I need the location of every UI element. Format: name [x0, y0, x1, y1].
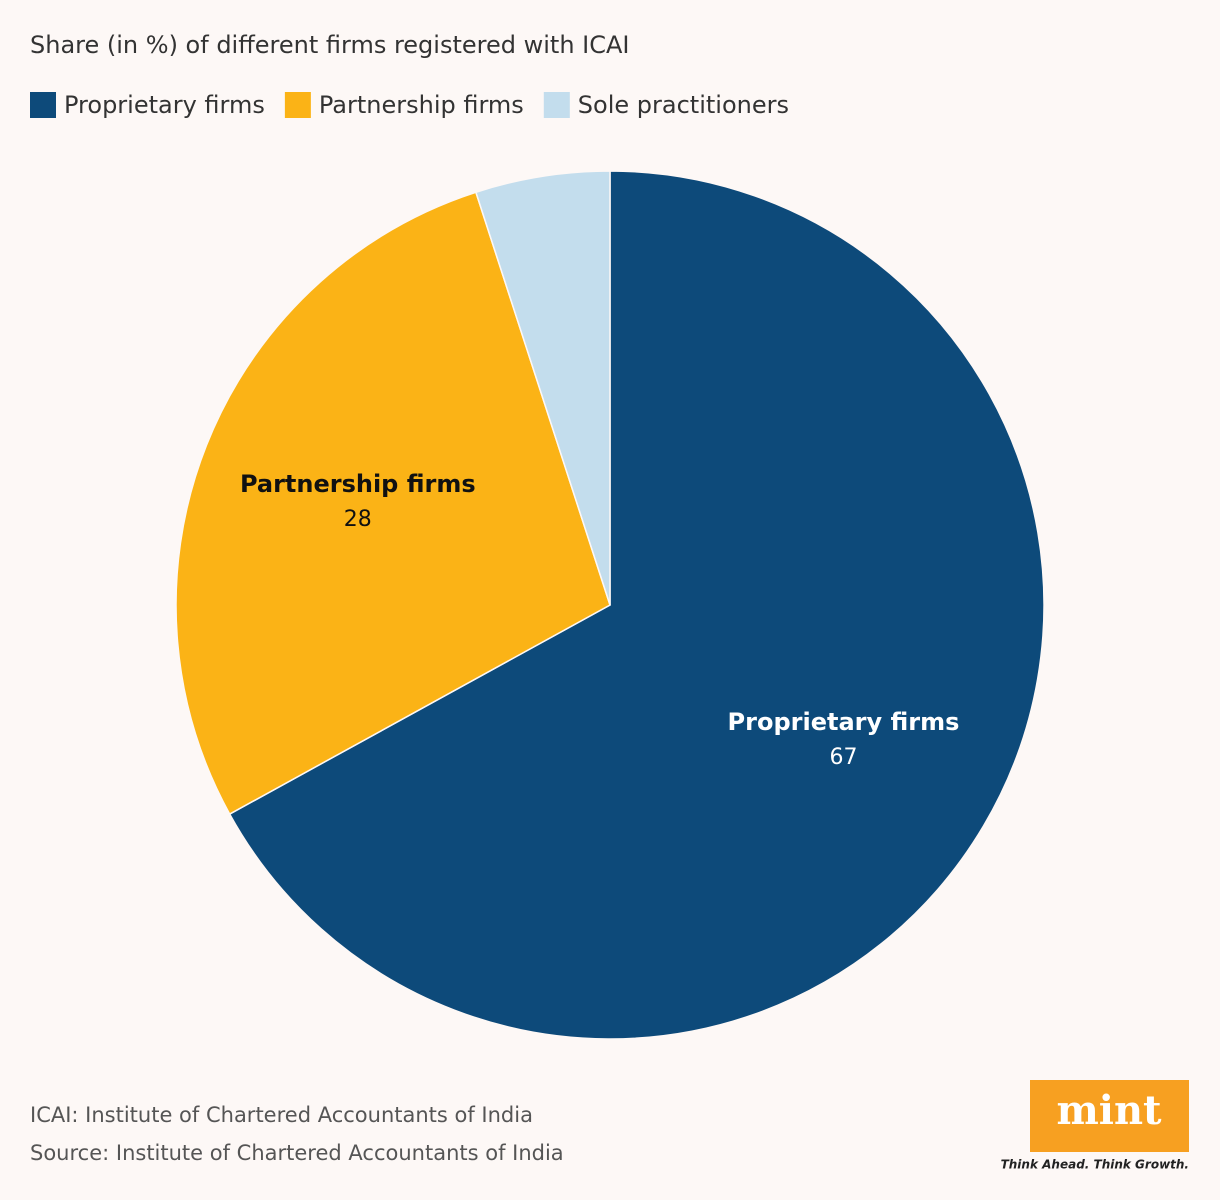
legend-label: Proprietary firms	[64, 91, 265, 119]
logo-box	[1030, 1080, 1189, 1152]
legend-label: Partnership firms	[319, 91, 524, 119]
data-label: 28	[344, 507, 372, 532]
chart-title: Share (in %) of different firms register…	[30, 31, 629, 59]
source: Source: Institute of Chartered Accountan…	[30, 1141, 564, 1165]
pie: Proprietary firms 67 Partnership firms 28	[175, 170, 1045, 1040]
pie-slice	[474, 170, 611, 606]
logo: mint	[1056, 1087, 1162, 1134]
slice-label: Partnership firms	[240, 470, 476, 498]
pie-slice	[228, 170, 1045, 1040]
logo-tagline: Think Ahead. Think Growth.	[1001, 1158, 1189, 1172]
legend-swatch	[30, 92, 56, 118]
legend: Proprietary firms Partnership firms Sole p…	[30, 91, 789, 119]
data-label: 67	[829, 745, 857, 770]
legend-swatch	[543, 92, 570, 118]
slice-label: Proprietary firms	[728, 708, 960, 736]
pie-slice	[175, 191, 611, 816]
legend-swatch	[284, 92, 311, 118]
note: ICAI: Institute of Chartered Accountants…	[30, 1103, 533, 1127]
legend-label: Sole practitioners	[578, 91, 789, 119]
